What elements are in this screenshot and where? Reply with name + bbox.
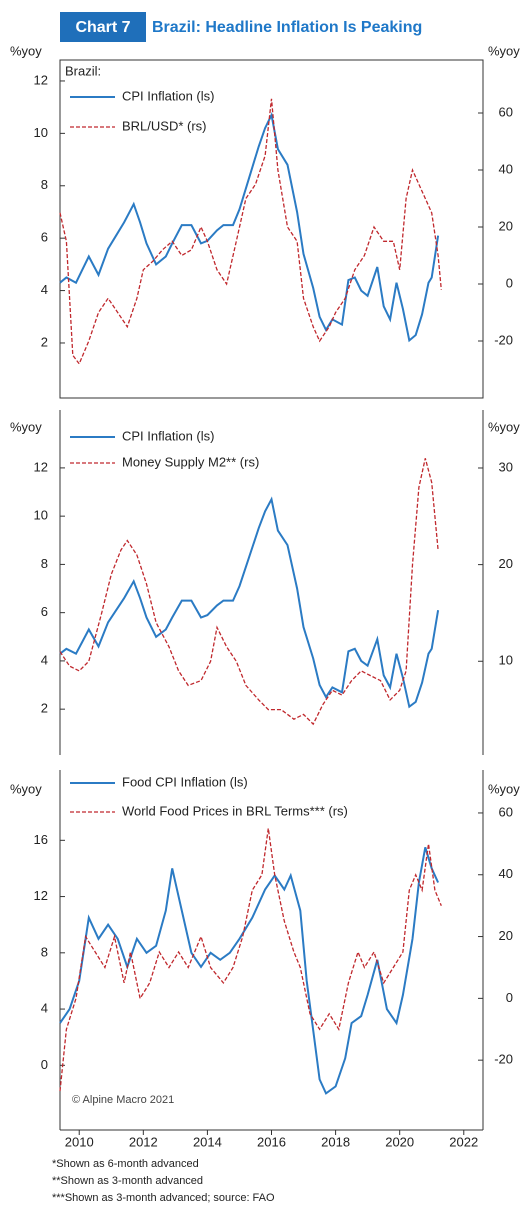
y-tick-label: 10: [34, 125, 48, 140]
y-axis-label: %yoy: [10, 781, 42, 796]
y2-tick-label: 40: [499, 161, 513, 176]
y2-axis-label: %yoy: [488, 781, 520, 796]
footnote: **Shown as 3-month advanced: [52, 1175, 203, 1187]
y-axis-label: %yoy: [10, 419, 42, 434]
y-tick-label: 8: [41, 944, 48, 959]
y-tick-label: 8: [41, 556, 48, 571]
y2-tick-label: 20: [499, 218, 513, 233]
x-tick-label: 2012: [129, 1134, 158, 1149]
y2-axis-label: %yoy: [488, 43, 520, 58]
footnote: ***Shown as 3-month advanced; source: FA…: [52, 1192, 275, 1204]
y-tick-label: 4: [41, 652, 48, 667]
y-tick-label: 12: [34, 888, 48, 903]
y-tick-label: 16: [34, 832, 48, 847]
badge: [60, 12, 146, 42]
y-tick-label: 2: [41, 701, 48, 716]
y2-tick-label: 60: [499, 804, 513, 819]
legend-label: Money Supply M2** (rs): [122, 454, 259, 469]
x-tick-label: 2018: [321, 1134, 350, 1149]
y2-tick-label: -20: [494, 332, 513, 347]
series-line: [59, 847, 440, 1095]
y2-tick-label: -20: [494, 1052, 513, 1067]
chart-title: Brazil: Headline Inflation Is Peaking: [152, 19, 422, 36]
badge-text: Chart 7: [75, 19, 130, 36]
y2-tick-label: 0: [506, 275, 513, 290]
legend-label: CPI Inflation (ls): [122, 428, 214, 443]
series-line: [59, 496, 440, 709]
legend-label: World Food Prices in BRL Terms*** (rs): [122, 803, 348, 818]
series-line: [59, 828, 442, 1092]
y-tick-label: 4: [41, 1001, 48, 1016]
y-tick-label: 6: [41, 230, 48, 245]
y2-tick-label: 20: [499, 928, 513, 943]
y-axis-label: %yoy: [10, 43, 42, 58]
y2-tick-label: 0: [506, 990, 513, 1005]
y-tick-label: 2: [41, 334, 48, 349]
annotation: © Alpine Macro 2021: [72, 1094, 174, 1106]
series-line: [59, 111, 440, 343]
x-tick-label: 2020: [385, 1134, 414, 1149]
y2-tick-label: 10: [499, 653, 513, 668]
legend-label: BRL/USD* (rs): [122, 118, 207, 133]
y-tick-label: 10: [34, 508, 48, 523]
y-tick-label: 6: [41, 604, 48, 619]
legend-label: Food CPI Inflation (ls): [122, 774, 248, 789]
y2-tick-label: 40: [499, 866, 513, 881]
legend-label: CPI Inflation (ls): [122, 88, 214, 103]
footnote: *Shown as 6-month advanced: [52, 1158, 199, 1170]
y-tick-label: 12: [34, 459, 48, 474]
y2-tick-label: 60: [499, 104, 513, 119]
y-tick-label: 0: [41, 1057, 48, 1072]
x-tick-label: 2010: [65, 1134, 94, 1149]
y2-axis-label: %yoy: [488, 419, 520, 434]
annotation: Brazil:: [65, 63, 101, 78]
x-tick-label: 2022: [449, 1134, 478, 1149]
series-line: [59, 458, 439, 726]
y-tick-label: 8: [41, 177, 48, 192]
y2-tick-label: 20: [499, 556, 513, 571]
series-line: [59, 98, 442, 366]
x-tick-label: 2014: [193, 1134, 222, 1149]
x-tick-label: 2016: [257, 1134, 286, 1149]
y-tick-label: 4: [41, 282, 48, 297]
y-tick-label: 12: [34, 72, 48, 87]
plot-frame: [59, 59, 484, 399]
y2-tick-label: 30: [499, 459, 513, 474]
